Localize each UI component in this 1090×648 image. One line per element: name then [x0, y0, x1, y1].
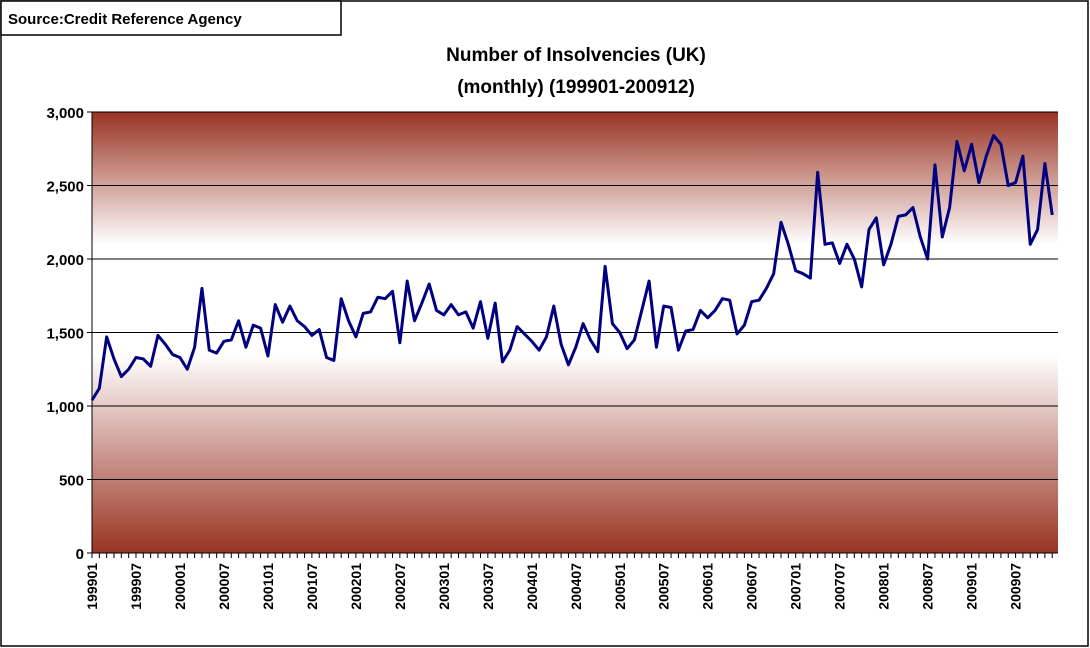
x-tick-label: 200901: [964, 563, 980, 610]
line-series: [90, 134, 1054, 401]
x-tick-label: 200101: [260, 563, 276, 610]
x-tick-label: 200707: [832, 563, 848, 610]
chart-subtitle: (monthly) (199901-200912): [457, 77, 695, 98]
x-tick-label: 200701: [788, 563, 804, 610]
y-tick-label: 0: [76, 546, 84, 563]
x-tick-label: 199901: [84, 563, 100, 610]
x-tick-label: 200907: [1008, 563, 1024, 610]
y-tick-label: 2,000: [46, 252, 84, 269]
y-tick-label: 500: [59, 473, 84, 490]
x-tick-label: 200301: [436, 563, 452, 610]
x-tick-label: 200001: [172, 563, 188, 610]
x-tick-label: 200307: [480, 563, 496, 610]
chart-title: Number of Insolvencies (UK): [446, 45, 706, 66]
x-tick-label: 200801: [876, 563, 892, 610]
y-tick-label: 2,500: [46, 179, 84, 196]
x-tick-label: 200201: [348, 563, 364, 610]
x-tick-label: 200007: [216, 563, 232, 610]
y-tick-label: 1,500: [46, 326, 84, 343]
y-tick-label: 3,000: [46, 105, 84, 122]
x-tick-label: 200207: [392, 563, 408, 610]
x-tick-label: 200107: [304, 563, 320, 610]
source-box: [0, 0, 342, 36]
x-tick-label: 200407: [568, 563, 584, 610]
x-tick-label: 200507: [656, 563, 672, 610]
x-tick-label: 200501: [612, 563, 628, 610]
source: Source:Credit Reference Agency: [8, 11, 242, 28]
x-tick-label: 200607: [744, 563, 760, 610]
x-tick-label: 200401: [524, 563, 540, 610]
x-tick-label: 200807: [920, 563, 936, 610]
y-tick-label: 1,000: [46, 399, 84, 416]
x-tick-label: 200601: [700, 563, 716, 610]
x-tick-label: 199907: [128, 563, 144, 610]
